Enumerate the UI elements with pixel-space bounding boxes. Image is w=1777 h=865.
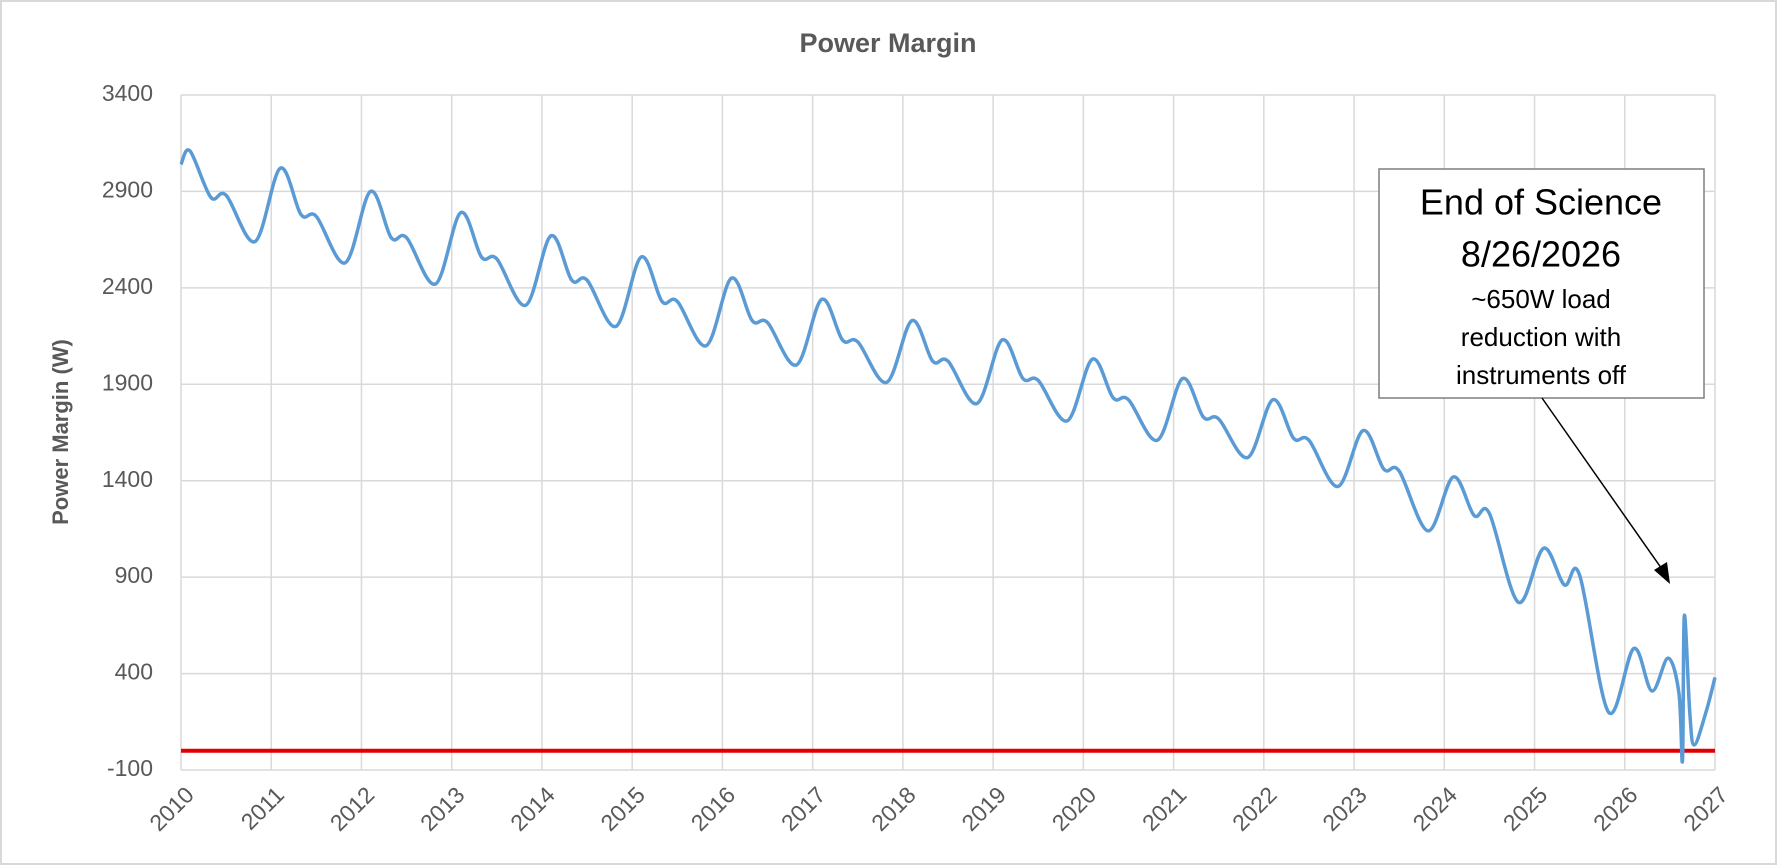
y-tick-label: 3400 [102,80,153,106]
chart-title: Power Margin [799,28,976,58]
annotation-text: reduction with [1461,322,1621,352]
y-tick-label: 400 [115,659,153,685]
y-tick-label: 1900 [102,369,153,395]
annotation-arrow [1541,397,1665,573]
annotation-text: instruments off [1456,360,1627,390]
annotation-box [1378,168,1705,399]
y-tick-label: 900 [115,562,153,588]
annotation-text: 8/26/2026 [1461,234,1621,275]
y-tick-label: 1400 [102,466,153,492]
y-tick-label: 2400 [102,273,153,299]
arrow-head [1654,562,1670,584]
data-line [179,148,1717,764]
y-axis-label: Power Margin (W) [48,339,73,525]
y-tick-label: 2900 [102,177,153,203]
annotation-text: End of Science [1420,182,1662,223]
annotation-text: ~650W load [1471,284,1610,314]
y-tick-label: -100 [107,755,153,781]
